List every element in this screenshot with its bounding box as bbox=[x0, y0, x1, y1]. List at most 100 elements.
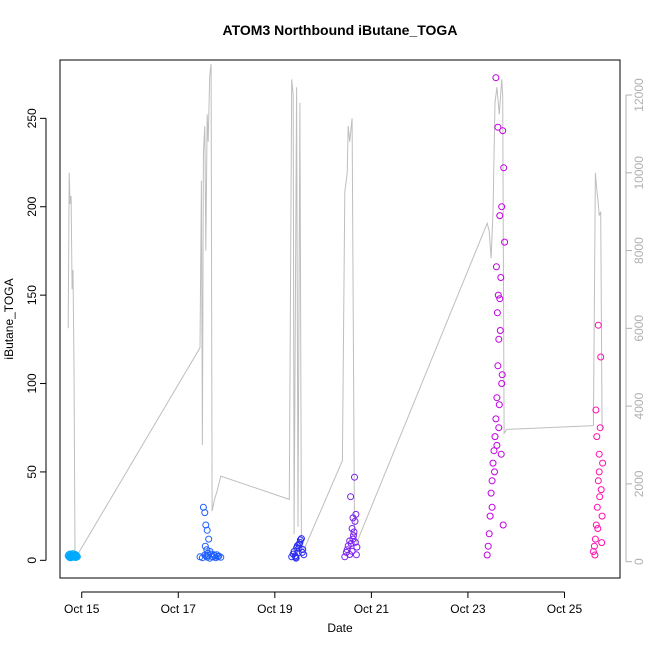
data-point bbox=[495, 335, 503, 343]
data-point bbox=[205, 535, 213, 543]
x-axis-label: Date bbox=[327, 621, 353, 635]
x-tick-label: Oct 21 bbox=[354, 602, 390, 616]
x-tick-label: Oct 17 bbox=[161, 602, 197, 616]
data-point bbox=[353, 543, 361, 551]
data-point bbox=[485, 530, 493, 538]
data-point bbox=[593, 503, 601, 511]
data-point bbox=[297, 535, 305, 543]
data-point bbox=[295, 544, 303, 552]
y2-tick-label: 8000 bbox=[632, 237, 646, 264]
data-point bbox=[488, 503, 496, 511]
y-tick-label: 250 bbox=[25, 108, 39, 128]
data-point bbox=[210, 551, 218, 559]
data-point bbox=[499, 521, 507, 529]
data-point bbox=[201, 542, 209, 550]
data-point bbox=[498, 380, 506, 387]
data-point bbox=[590, 542, 598, 550]
points-layer bbox=[64, 74, 607, 562]
data-point bbox=[492, 74, 500, 82]
data-point bbox=[487, 489, 495, 497]
data-point bbox=[594, 477, 602, 485]
y2-tick-label: 6000 bbox=[632, 315, 646, 342]
data-point bbox=[596, 424, 604, 432]
data-point bbox=[214, 553, 222, 561]
data-point bbox=[501, 238, 509, 246]
data-point bbox=[591, 551, 599, 559]
data-point bbox=[352, 551, 360, 559]
data-point bbox=[496, 327, 504, 334]
data-point bbox=[493, 309, 501, 317]
y2-tick-label: 0 bbox=[632, 558, 646, 565]
y-tick-label: 100 bbox=[25, 373, 39, 393]
data-point bbox=[203, 526, 211, 534]
data-point bbox=[497, 450, 505, 458]
chart-title: ATOM3 Northbound iButane_TOGA bbox=[223, 22, 458, 38]
data-point bbox=[490, 447, 498, 455]
x-tick-label: Oct 19 bbox=[257, 602, 293, 616]
data-point bbox=[591, 535, 599, 543]
altitude-line bbox=[67, 63, 603, 560]
data-point bbox=[497, 274, 505, 281]
y2-tick-label: 12000 bbox=[632, 78, 646, 112]
y-tick-label: 50 bbox=[25, 465, 39, 479]
data-point bbox=[492, 415, 500, 423]
altitude-line-layer bbox=[67, 63, 603, 560]
data-point bbox=[589, 548, 597, 555]
data-point bbox=[595, 450, 603, 458]
data-point bbox=[597, 486, 605, 494]
data-point bbox=[592, 406, 600, 414]
data-point bbox=[595, 468, 603, 476]
y-tick-label: 0 bbox=[25, 557, 39, 564]
data-point bbox=[72, 552, 80, 559]
data-point bbox=[593, 433, 601, 441]
x-tick-label: Oct 23 bbox=[450, 602, 486, 616]
x-axis: Oct 15 Oct 17 Oct 19 Oct 21 Oct 23 Oct 25 bbox=[64, 591, 583, 616]
x-tick-label: Oct 15 bbox=[64, 602, 100, 616]
data-point bbox=[498, 203, 506, 211]
data-point bbox=[494, 291, 502, 299]
data-point bbox=[201, 509, 209, 517]
data-point bbox=[296, 536, 304, 544]
data-point bbox=[349, 514, 357, 522]
data-point bbox=[489, 459, 497, 467]
data-point bbox=[348, 525, 356, 532]
data-point bbox=[495, 424, 503, 432]
data-point bbox=[495, 401, 503, 409]
data-point bbox=[598, 512, 606, 520]
y-tick-label: 200 bbox=[25, 196, 39, 216]
data-point bbox=[493, 441, 501, 449]
data-point bbox=[498, 371, 506, 379]
data-point bbox=[494, 123, 502, 131]
data-point bbox=[492, 263, 500, 271]
data-point bbox=[596, 493, 604, 501]
x-tick-label: Oct 25 bbox=[547, 602, 583, 616]
y2-tick-label: 4000 bbox=[632, 392, 646, 419]
data-point bbox=[217, 553, 225, 561]
y-axis: 0 50 100 150 200 250 bbox=[25, 108, 47, 564]
data-point bbox=[484, 542, 492, 550]
data-point bbox=[594, 321, 602, 329]
data-point bbox=[351, 473, 358, 481]
data-point bbox=[351, 517, 359, 525]
data-point bbox=[599, 459, 607, 467]
data-point bbox=[500, 164, 508, 172]
data-point bbox=[350, 528, 358, 536]
y2-tick-label: 10000 bbox=[632, 156, 646, 190]
data-point bbox=[496, 295, 504, 303]
plot-frame bbox=[59, 59, 621, 579]
y-tick-label: 150 bbox=[25, 285, 39, 305]
data-point bbox=[592, 521, 600, 529]
data-point bbox=[348, 547, 356, 555]
data-point bbox=[598, 539, 606, 547]
y2-tick-label: 2000 bbox=[632, 470, 646, 497]
data-point bbox=[347, 493, 355, 501]
data-point bbox=[488, 477, 496, 485]
data-point bbox=[597, 353, 605, 361]
data-point bbox=[494, 362, 502, 370]
data-point bbox=[292, 554, 300, 562]
data-point bbox=[299, 546, 307, 553]
y2-axis: 0 2000 4000 6000 8000 10000 12000 bbox=[625, 78, 646, 565]
data-point bbox=[493, 394, 501, 402]
